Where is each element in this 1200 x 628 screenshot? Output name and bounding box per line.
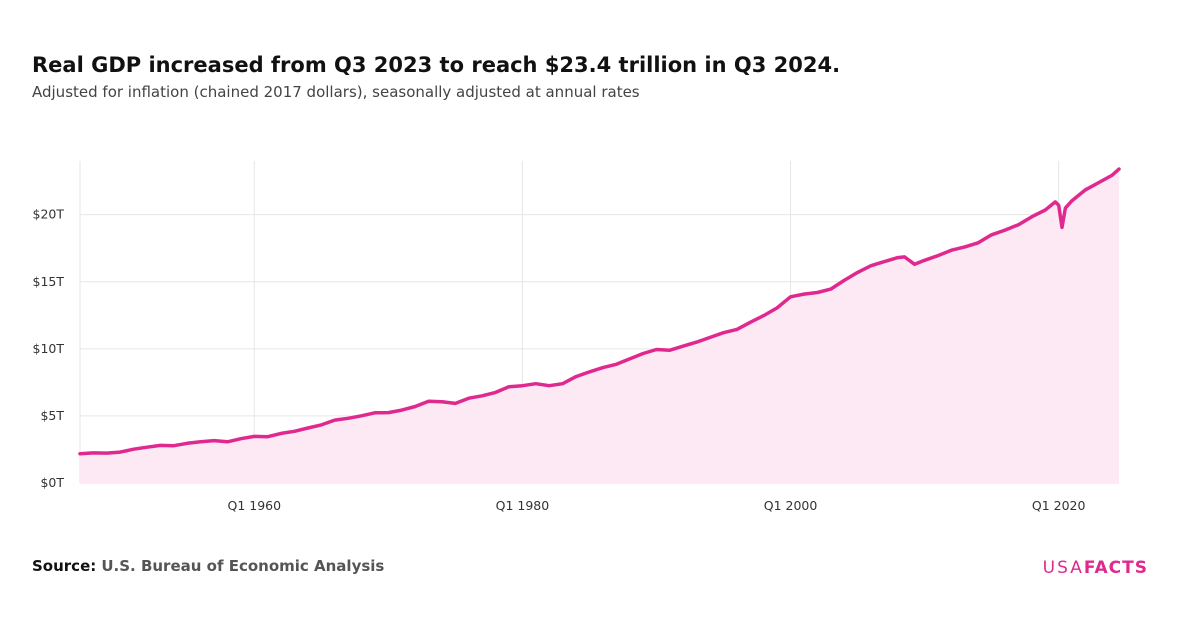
y-tick-label: $15T: [33, 274, 65, 289]
line: [78, 167, 1121, 456]
brand-first: USA: [1043, 558, 1084, 578]
x-tick-label: Q1 1980: [496, 498, 550, 513]
y-tick-label: $5T: [40, 408, 64, 423]
source-label: Source:: [32, 557, 96, 575]
source: Source: U.S. Bureau of Economic Analysis: [32, 556, 384, 575]
chart-title: Real GDP increased from Q3 2023 to reach…: [32, 53, 840, 77]
source-text: U.S. Bureau of Economic Analysis: [101, 557, 384, 575]
y-tick-label: $10T: [33, 341, 65, 356]
y-tick-label: $0T: [40, 475, 64, 490]
brand-second: FACTS: [1084, 558, 1148, 578]
area: [80, 169, 1119, 483]
chart-subtitle: Adjusted for inflation (chained 2017 dol…: [32, 83, 640, 101]
x-tick-label: Q1 1960: [227, 498, 281, 513]
x-tick-label: Q1 2000: [764, 498, 818, 513]
x-tick-label: Q1 2020: [1032, 498, 1086, 513]
brand-logo: USAFACTS: [1043, 558, 1148, 578]
y-tick-label: $20T: [33, 207, 65, 222]
